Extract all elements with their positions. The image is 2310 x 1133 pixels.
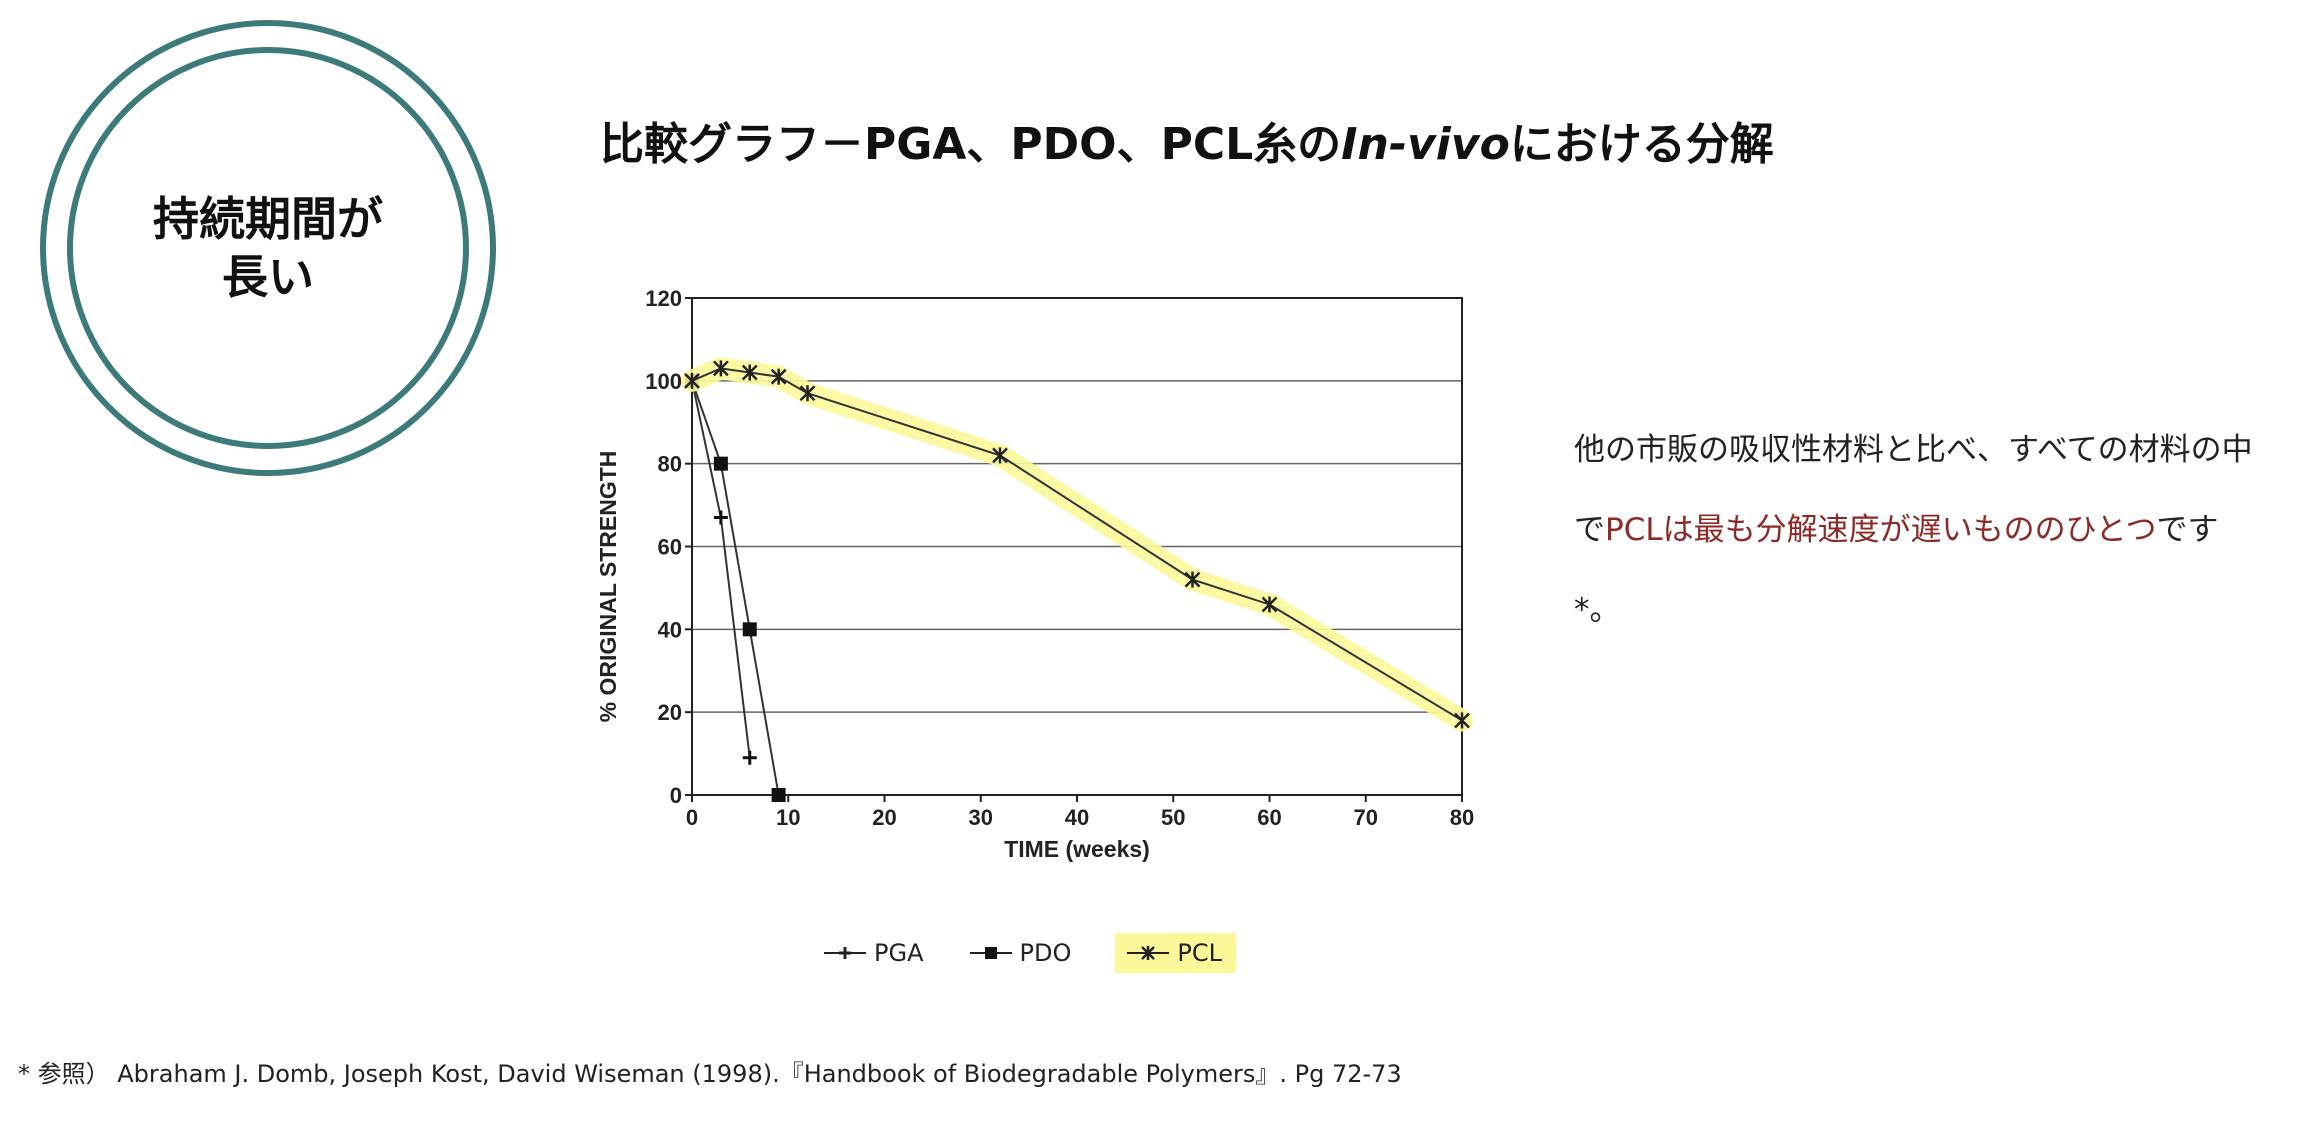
badge: 持続期間が 長い: [67, 47, 469, 449]
x-tick-label: 80: [1450, 805, 1474, 830]
data-point-pga: [713, 510, 728, 525]
square-marker-icon: [969, 947, 1012, 959]
title-italic: In-vivo: [1341, 119, 1510, 170]
badge-text: 持続期間が 長い: [153, 192, 383, 304]
data-point-pcl: [684, 372, 700, 389]
legend-label-pga: PGA: [874, 939, 924, 967]
data-point-pcl: [992, 447, 1008, 464]
legend-item-pdo: PDO: [968, 933, 1072, 973]
data-point-pcl: [1454, 712, 1470, 729]
y-tick-label: 120: [645, 286, 682, 311]
description-text: 他の市販の吸収性材料と比べ、すべての材料の中でPCLは最も分解速度が遅いもののひ…: [1574, 410, 2254, 650]
data-point-pcl: [799, 385, 816, 402]
data-point-pcl: [712, 360, 729, 377]
data-point-pcl: [1261, 596, 1278, 613]
description-part2: です*。: [1574, 512, 2219, 628]
data-point-pcl: [770, 368, 787, 385]
plus-marker-icon: [824, 947, 866, 959]
chart-legend: PGA PDO PCL: [822, 932, 1236, 974]
title-prefix: 比較グラフ－PGA、PDO、PCL糸の: [600, 119, 1342, 170]
x-tick-label: 0: [686, 805, 698, 830]
marker-part: [713, 456, 728, 471]
marker-part: [742, 622, 757, 637]
citation: * 参照） Abraham J. Domb, Joseph Kost, Davi…: [18, 1060, 1402, 1088]
marker-part: [771, 788, 786, 802]
page-title: 比較グラフ－PGA、PDO、PCL糸のIn-vivoにおける分解: [600, 108, 1774, 172]
y-tick-label: 100: [645, 369, 682, 394]
data-point-pcl: [1184, 571, 1201, 588]
title-suffix: における分解: [1509, 119, 1774, 170]
series-line-pdo: [691, 380, 780, 796]
data-point-pdo: [742, 622, 757, 637]
x-axis-label: TIME (weeks): [1004, 836, 1150, 862]
legend-item-pcl: PCL: [1115, 933, 1236, 973]
y-tick-label: 80: [658, 452, 682, 477]
y-tick-label: 60: [658, 535, 682, 560]
y-tick-label: 40: [658, 617, 682, 642]
y-axis-label: % ORIGINAL STRENGTH: [595, 451, 621, 723]
data-point-pdo: [713, 456, 728, 471]
star-marker-icon: [1127, 946, 1170, 960]
x-tick-label: 10: [776, 805, 800, 830]
x-tick-label: 40: [1065, 805, 1089, 830]
legend-label-pcl: PCL: [1177, 939, 1222, 967]
data-point-pcl: [741, 364, 758, 381]
series-line-pga: [691, 380, 751, 758]
series-highlight-pcl: [681, 357, 1473, 732]
badge-outer-ring: [40, 20, 496, 476]
y-tick-label: 0: [670, 783, 682, 808]
x-tick-label: 30: [969, 805, 993, 830]
legend-label-pdo: PDO: [1019, 939, 1072, 967]
x-tick-label: 50: [1161, 805, 1185, 830]
x-tick-label: 60: [1257, 805, 1281, 830]
y-tick-label: 20: [658, 700, 682, 725]
series-line-pcl: [691, 367, 1463, 722]
x-tick-label: 20: [872, 805, 896, 830]
description-part1: 他の市販の吸収性材料と比べ、すべての材料の中で: [1574, 432, 2253, 548]
x-tick-label: 70: [1354, 805, 1378, 830]
degradation-chart: 0 20 40 60 80 100 120 0 10 20 30 40 50 60 70 80 TIME (we…: [595, 286, 1474, 862]
data-point-pdo: [771, 788, 786, 802]
data-point-pga: [742, 750, 757, 765]
description-highlight: PCLは最も分解速度が遅いもののひとつ: [1605, 512, 2157, 548]
legend-item-pga: PGA: [822, 933, 924, 973]
